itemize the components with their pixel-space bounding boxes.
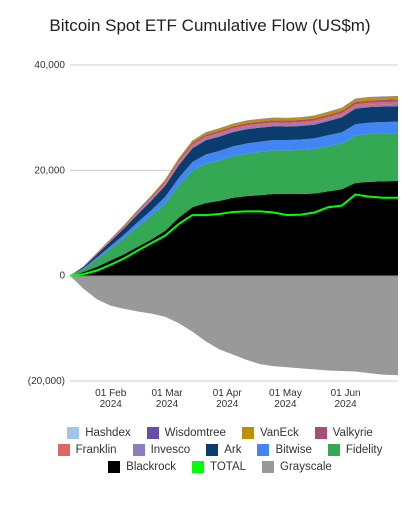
legend-label: Fidelity	[345, 443, 383, 456]
legend-item-bitwise[interactable]: Bitwise	[257, 443, 312, 456]
legend-label: Valkyrie	[332, 426, 373, 439]
legend-label: Invesco	[150, 443, 191, 456]
x-tick-year-label: 2024	[274, 399, 297, 410]
legend-item-grayscale[interactable]: Grayscale	[262, 460, 332, 473]
x-tick-year-label: 2024	[334, 399, 357, 410]
legend-item-vaneck[interactable]: VanEck	[241, 426, 299, 439]
y-axis-ticks: 40,000 20,000 0 (20,000)	[28, 60, 66, 387]
x-tick-year-label: 2024	[100, 399, 123, 410]
y-tick-label: 40,000	[34, 60, 65, 71]
legend-item-fidelity[interactable]: Fidelity	[327, 443, 383, 456]
legend-label: Blackrock	[126, 460, 177, 473]
chart-title: Bitcoin Spot ETF Cumulative Flow (US$m)	[49, 16, 371, 35]
area-series-blackrock	[70, 180, 398, 276]
legend-swatch	[192, 460, 205, 473]
legend-item-ark[interactable]: Ark	[206, 443, 242, 456]
y-tick-label: 20,000	[34, 165, 65, 176]
legend-swatch	[257, 443, 270, 456]
total-line-layer	[69, 193, 398, 277]
legend-item-valkyrie[interactable]: Valkyrie	[314, 426, 373, 439]
legend-item-wisdomtree[interactable]: Wisdomtree	[146, 426, 226, 439]
legend-label: VanEck	[259, 426, 299, 439]
legend-label: Grayscale	[280, 460, 332, 473]
legend-swatch	[57, 443, 70, 456]
x-tick-label: 01 Apr	[213, 388, 243, 399]
x-tick-label: 01 May	[269, 388, 302, 399]
legend-item-total[interactable]: TOTAL	[192, 460, 247, 473]
legend-item-franklin[interactable]: Franklin	[57, 443, 117, 456]
legend-swatch	[67, 426, 80, 439]
legend-label: Hashdex	[85, 426, 131, 439]
y-tick-label: 0	[59, 271, 65, 282]
x-tick-label: 01 Mar	[151, 388, 183, 399]
legend-label: TOTAL	[210, 460, 247, 473]
legend-swatch	[206, 443, 219, 456]
area-series-ark	[70, 106, 398, 276]
legend-label: Bitwise	[275, 443, 312, 456]
chart-legend: Hashdex Wisdomtree VanEck Valkyrie Franklin I…	[30, 424, 410, 475]
legend-swatch	[241, 426, 254, 439]
legend-row: Franklin Invesco Ark Bitwise Fidelity	[30, 441, 410, 458]
legend-swatch	[108, 460, 121, 473]
legend-label: Wisdomtree	[164, 426, 226, 439]
legend-item-hashdex[interactable]: Hashdex	[67, 426, 131, 439]
legend-row: Hashdex Wisdomtree VanEck Valkyrie	[30, 424, 410, 441]
legend-item-invesco[interactable]: Invesco	[132, 443, 191, 456]
x-tick-year-label: 2024	[156, 399, 179, 410]
legend-swatch	[132, 443, 145, 456]
x-tick-label: 01 Jun	[331, 388, 361, 399]
legend-swatch	[327, 443, 340, 456]
legend-item-blackrock[interactable]: Blackrock	[108, 460, 177, 473]
legend-swatch	[146, 426, 159, 439]
legend-swatch	[314, 426, 327, 439]
legend-label: Franklin	[75, 443, 117, 456]
legend-label: Ark	[224, 443, 242, 456]
legend-row: Blackrock TOTAL Grayscale	[30, 458, 410, 475]
x-tick-year-label: 2024	[216, 399, 239, 410]
y-tick-label: (20,000)	[28, 376, 65, 387]
x-tick-label: 01 Feb	[95, 388, 127, 399]
stacked-areas	[70, 95, 398, 376]
legend-swatch	[262, 460, 275, 473]
area-series-grayscale	[70, 275, 398, 376]
area-series-bitwise	[70, 121, 398, 276]
line-series-total	[69, 193, 398, 277]
area-series-fidelity	[70, 132, 398, 276]
